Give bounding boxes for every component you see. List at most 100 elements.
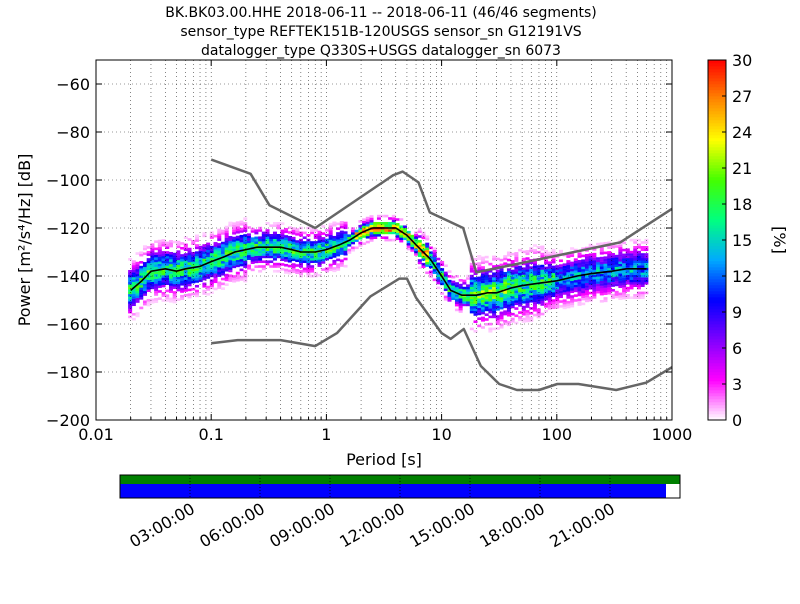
histogram-cell: [272, 270, 277, 273]
histogram-cell: [440, 277, 445, 281]
histogram-cell: [150, 286, 155, 290]
histogram-cell: [228, 274, 233, 278]
histogram-cell: [239, 230, 244, 233]
histogram-cell: [499, 306, 504, 310]
histogram-cell: [477, 310, 482, 313]
colorbar-segment: [708, 339, 726, 343]
histogram-cell: [540, 245, 545, 249]
histogram-cell: [224, 232, 229, 236]
histogram-cell: [168, 242, 173, 245]
histogram-cell: [503, 298, 508, 301]
histogram-cell: [180, 290, 185, 293]
histogram-cell: [150, 276, 155, 280]
histogram-cell: [131, 313, 136, 316]
histogram-cell: [603, 265, 608, 269]
histogram-cell: [224, 242, 229, 246]
histogram-cell: [272, 224, 277, 227]
colorbar-segment: [708, 366, 726, 370]
histogram-cell: [454, 301, 459, 305]
histogram-cell: [258, 236, 263, 239]
histogram-cell: [469, 308, 474, 311]
histogram-cell: [592, 286, 597, 290]
histogram-cell: [469, 279, 474, 283]
histogram-cell: [280, 263, 285, 266]
histogram-cell: [536, 294, 541, 297]
histogram-cell: [194, 284, 199, 288]
histogram-cell: [317, 257, 322, 260]
histogram-cell: [514, 288, 519, 291]
histogram-cell: [139, 285, 144, 288]
histogram-cell: [443, 288, 448, 292]
histogram-cell: [570, 273, 575, 277]
histogram-cell: [644, 282, 649, 285]
histogram-cell: [172, 279, 177, 282]
histogram-cell: [321, 239, 326, 243]
histogram-cell: [417, 242, 422, 246]
histogram-cell: [202, 258, 207, 262]
histogram-cell: [488, 274, 493, 278]
histogram-cell: [209, 257, 214, 261]
colorbar-segment: [708, 162, 726, 166]
histogram-cell: [306, 253, 311, 256]
histogram-cell: [235, 276, 240, 280]
histogram-cell: [610, 265, 615, 268]
histogram-cell: [131, 293, 136, 297]
colorbar-segment: [708, 348, 726, 352]
histogram-cell: [165, 282, 170, 285]
histogram-cell: [636, 243, 641, 247]
histogram-cell: [551, 268, 556, 271]
histogram-cell: [588, 291, 593, 295]
histogram-cell: [298, 253, 303, 256]
histogram-cell: [194, 246, 199, 250]
histogram-cell: [566, 267, 571, 270]
histogram-cell: [243, 222, 248, 225]
histogram-cell: [272, 236, 277, 239]
histogram-cell: [280, 251, 285, 254]
histogram-cell: [633, 265, 638, 268]
histogram-cell: [480, 309, 485, 312]
y-tick-label: −100: [46, 171, 90, 190]
histogram-cell: [295, 228, 300, 231]
histogram-cell: [573, 270, 578, 273]
histogram-cell: [336, 251, 341, 254]
histogram-cell: [417, 254, 422, 258]
histogram-cell: [232, 253, 237, 257]
histogram-cell: [258, 255, 263, 259]
histogram-cell: [180, 270, 185, 274]
histogram-cell: [566, 291, 571, 294]
histogram-cell: [298, 265, 303, 268]
histogram-cell: [529, 316, 534, 320]
histogram-cell: [518, 287, 523, 290]
histogram-cell: [544, 252, 549, 255]
histogram-cell: [157, 246, 162, 250]
histogram-cell: [573, 258, 578, 261]
histogram-cell: [376, 214, 381, 218]
histogram-cell: [484, 299, 489, 302]
histogram-cell: [581, 264, 586, 267]
histogram-cell: [570, 264, 575, 267]
histogram-cell: [128, 279, 133, 283]
histogram-cell: [313, 245, 318, 249]
histogram-cell: [291, 241, 296, 245]
histogram-cell: [206, 271, 211, 274]
histogram-cell: [469, 327, 474, 331]
histogram-cell: [492, 277, 497, 280]
histogram-cell: [202, 282, 207, 286]
histogram-cell: [131, 279, 136, 283]
histogram-cell: [217, 262, 222, 265]
histogram-cell: [599, 300, 604, 303]
histogram-cell: [172, 255, 177, 258]
histogram-cell: [232, 227, 237, 230]
histogram-cell: [180, 280, 185, 284]
histogram-cell: [480, 283, 485, 286]
histogram-cell: [588, 243, 593, 247]
histogram-cell: [480, 319, 485, 322]
histogram-cell: [224, 244, 229, 248]
histogram-cell: [161, 277, 166, 281]
histogram-cell: [644, 253, 649, 256]
histogram-cell: [339, 264, 344, 267]
histogram-cell: [551, 282, 556, 286]
histogram-cell: [220, 246, 225, 250]
histogram-cell: [562, 299, 567, 302]
histogram-cell: [622, 296, 627, 300]
